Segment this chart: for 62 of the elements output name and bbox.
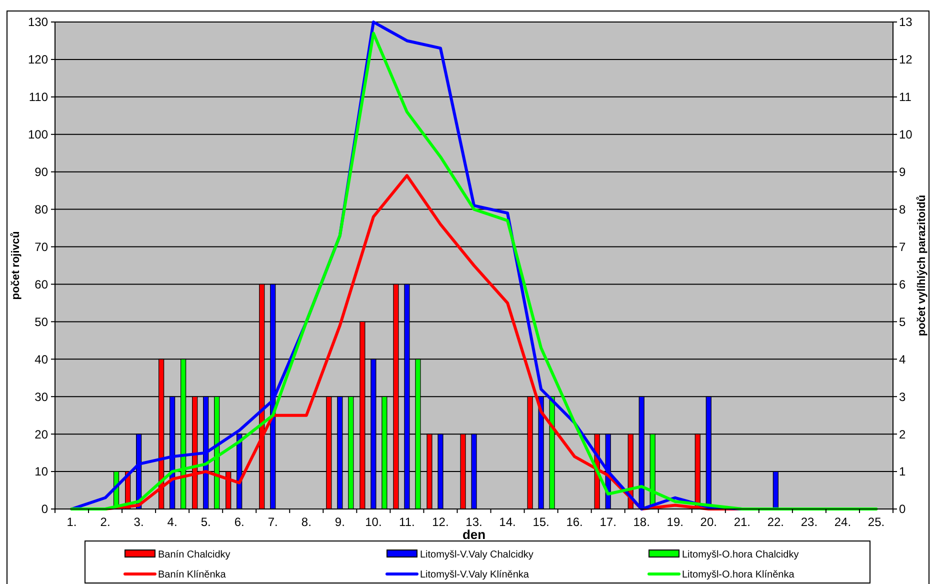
y2-tick-label: 7 <box>899 240 906 254</box>
x-tick-label: 3. <box>134 515 144 529</box>
x-tick-label: 16. <box>566 515 583 529</box>
y-tick-label: 60 <box>34 277 48 292</box>
y2-tick-label: 13 <box>899 15 913 30</box>
legend-label: Litomyšl-V.Valy Klíněnka <box>420 570 530 580</box>
x-tick-label: 8. <box>301 515 312 529</box>
x-tick-label: 25. <box>868 515 885 529</box>
x-tick-label: 22. <box>767 515 784 529</box>
x-tick-label: 24. <box>834 515 852 529</box>
y2-tick-label: 6 <box>899 277 906 292</box>
x-tick-label: 11. <box>399 515 415 529</box>
y-tick-label: 10 <box>34 464 48 479</box>
legend-label: Banín Klíněnka <box>158 570 226 580</box>
x-tick-label: 5. <box>200 515 211 529</box>
y2-tick-label: 4 <box>899 352 906 366</box>
x-tick-label: 17. <box>600 515 616 529</box>
y2-tick-label: 10 <box>899 128 913 142</box>
y-tick-label: 130 <box>28 15 48 30</box>
y-tick-label: 110 <box>28 90 48 104</box>
x-tick-label: 15. <box>532 515 550 529</box>
y2-tick-label: 8 <box>899 202 906 217</box>
y-tick-label: 40 <box>34 352 48 366</box>
x-tick-label: 2. <box>100 515 110 529</box>
y2-tick-label: 9 <box>899 165 906 180</box>
y2-tick-label: 0 <box>899 502 906 516</box>
y2-tick-label: 5 <box>899 314 906 329</box>
y2-tick-label: 3 <box>899 390 906 404</box>
y-tick-label: 0 <box>41 502 48 516</box>
legend-label: Litomyšl-V.Valy Chalcidky <box>420 550 534 560</box>
x-tick-label: 7. <box>268 515 278 529</box>
y2-tick-label: 12 <box>899 52 913 67</box>
x-tick-label: 10. <box>365 515 382 529</box>
y-tick-label: 90 <box>34 165 48 180</box>
x-tick-label: 23. <box>800 515 818 529</box>
y-tick-label: 120 <box>28 52 48 67</box>
legend-label: Litomyšl-O.hora Klíněnka <box>682 570 795 580</box>
x-tick-label: 19. <box>666 515 684 529</box>
y-axis-title: počet rojivců <box>10 231 22 300</box>
legend-label: Banín Chalcidky <box>158 550 230 560</box>
x-tick-label: 13. <box>466 515 482 529</box>
x-tick-label: 6. <box>234 515 244 529</box>
x-tick-label: 20. <box>700 515 717 529</box>
y-tick-label: 20 <box>34 427 48 442</box>
x-axis-title: den <box>462 527 486 542</box>
x-tick-label: 4. <box>167 515 178 529</box>
y2-tick-label: 11 <box>899 90 912 104</box>
y-tick-label: 80 <box>34 202 48 217</box>
legend-label: Litomyšl-O.hora Chalcidky <box>682 550 799 560</box>
y-tick-label: 100 <box>28 128 48 142</box>
y-tick-label: 50 <box>34 314 48 329</box>
x-tick-label: 12. <box>432 515 449 529</box>
y2-axis-title: počet vylíhlých parazitoidů <box>916 194 928 336</box>
x-tick-label: 9. <box>334 515 345 529</box>
x-tick-label: 21. <box>734 515 751 529</box>
x-tick-label: 1. <box>66 515 77 529</box>
y2-tick-label: 2 <box>899 427 906 442</box>
y-tick-label: 70 <box>34 240 48 254</box>
y-tick-label: 30 <box>34 390 48 404</box>
x-tick-label: 14. <box>499 515 516 529</box>
y2-tick-label: 1 <box>899 464 906 479</box>
x-tick-label: 18. <box>633 515 650 529</box>
